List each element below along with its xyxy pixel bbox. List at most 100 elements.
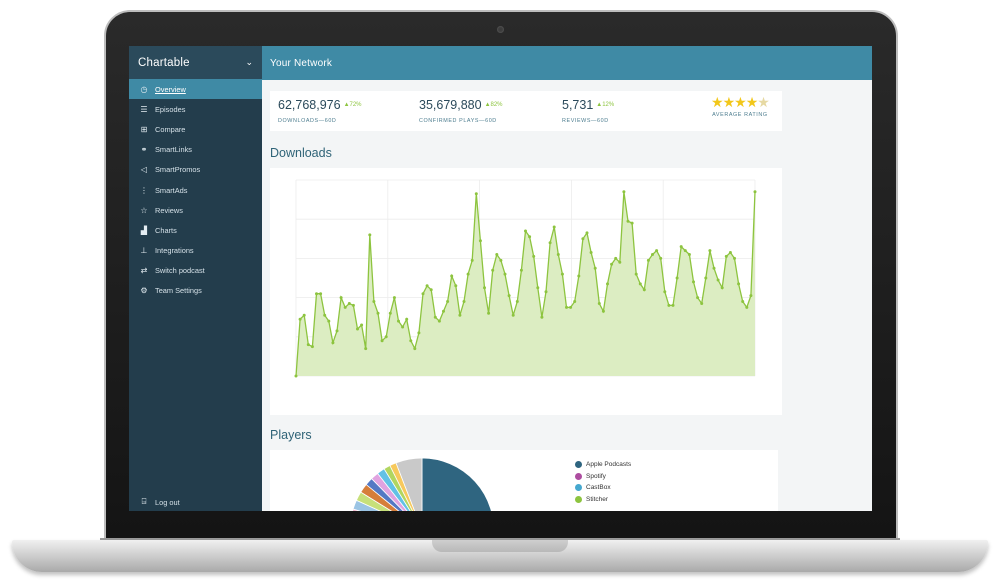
data-point bbox=[409, 339, 413, 343]
data-point bbox=[610, 262, 614, 266]
data-point bbox=[606, 282, 609, 286]
sidebar-item-compare[interactable]: ⊞ Compare bbox=[129, 119, 262, 139]
data-point bbox=[552, 225, 556, 229]
data-point bbox=[421, 292, 425, 296]
switch-icon: ⇄ bbox=[140, 266, 148, 276]
data-point bbox=[565, 305, 568, 309]
data-point bbox=[417, 331, 421, 335]
star-icon: ★ bbox=[711, 94, 724, 110]
legend-label: Spotify bbox=[586, 472, 606, 480]
data-point bbox=[298, 317, 302, 321]
data-point bbox=[495, 253, 499, 256]
data-point bbox=[360, 323, 364, 327]
data-point bbox=[519, 268, 523, 272]
sidebar-item-reviews[interactable]: ☆ Reviews bbox=[129, 200, 262, 220]
data-point bbox=[581, 237, 585, 241]
star-icon: ★ bbox=[745, 94, 759, 110]
link-icon: ⚭ bbox=[140, 145, 148, 155]
data-point bbox=[622, 190, 626, 194]
data-point bbox=[737, 282, 741, 286]
data-point bbox=[573, 300, 577, 303]
stat-change: ▲72% bbox=[343, 102, 362, 108]
sidebar-item-integrations[interactable]: ⊥ Integrations bbox=[129, 241, 262, 261]
main-content: Your Network 62,768,976 ▲72% DOWNLOADS—60… bbox=[262, 46, 872, 511]
sidebar-item-label: Compare bbox=[155, 124, 186, 134]
data-point bbox=[470, 258, 474, 262]
data-point bbox=[462, 300, 466, 303]
data-point bbox=[724, 254, 728, 258]
data-point bbox=[429, 288, 433, 292]
list-icon: ☰ bbox=[140, 104, 148, 114]
data-point bbox=[683, 249, 687, 253]
sidebar-item-episodes[interactable]: ☰ Episodes bbox=[129, 99, 262, 119]
sidebar-item-team-settings[interactable]: ⚙ Team Settings bbox=[129, 281, 262, 301]
rating-stars: ★★★★★ bbox=[711, 94, 770, 111]
stat-value: 5,731 bbox=[562, 98, 594, 112]
sidebar-item-smartads[interactable]: ⋮ SmartAds bbox=[129, 180, 262, 200]
sidebar-item-charts[interactable]: ▟ Charts bbox=[129, 220, 262, 240]
logout-icon: ⍈ bbox=[141, 497, 147, 507]
logout-button[interactable]: ⍈ Log out bbox=[129, 492, 180, 511]
sidebar-item-overview[interactable]: ◷ Overview bbox=[129, 79, 262, 100]
data-point bbox=[638, 282, 642, 286]
sidebar-item-smartpromos[interactable]: ◁ SmartPromos bbox=[129, 160, 262, 180]
data-point bbox=[601, 309, 605, 313]
data-point bbox=[540, 315, 544, 319]
data-point bbox=[401, 325, 405, 329]
sidebar-item-label: Team Settings bbox=[155, 286, 202, 296]
webcam bbox=[497, 26, 504, 33]
data-point bbox=[413, 347, 417, 351]
data-point bbox=[560, 272, 564, 276]
players-pie-chart bbox=[352, 457, 492, 511]
data-point bbox=[614, 256, 618, 260]
data-point bbox=[544, 290, 548, 294]
data-point bbox=[368, 233, 372, 237]
brand-switcher[interactable]: Chartable ⌄ bbox=[129, 46, 262, 79]
pie-slice bbox=[395, 457, 423, 511]
data-point bbox=[356, 327, 359, 331]
data-point bbox=[528, 235, 532, 239]
sidebar-item-label: SmartAds bbox=[155, 185, 188, 195]
data-point bbox=[503, 272, 507, 276]
data-point bbox=[323, 313, 327, 317]
data-point bbox=[687, 253, 691, 256]
legend-dot bbox=[575, 461, 582, 469]
stat-change: ▲82% bbox=[484, 102, 503, 108]
downloads-points bbox=[294, 190, 757, 378]
data-point bbox=[741, 300, 745, 303]
data-point bbox=[478, 239, 482, 243]
sidebar-item-label: Episodes bbox=[155, 104, 186, 114]
data-point bbox=[753, 190, 757, 194]
legend-item: CastBox bbox=[575, 482, 631, 494]
stat-change: ▲12% bbox=[596, 102, 615, 108]
chevron-down-icon[interactable]: ⌄ bbox=[245, 57, 253, 67]
data-point bbox=[720, 286, 724, 290]
data-point bbox=[626, 219, 630, 223]
downloads-chart bbox=[294, 179, 757, 378]
data-point bbox=[655, 249, 659, 253]
ads-icon: ⋮ bbox=[140, 185, 148, 195]
stat-value: 35,679,880 bbox=[419, 98, 482, 112]
sidebar-item-label: Integrations bbox=[155, 246, 194, 256]
players-title: Players bbox=[270, 428, 312, 442]
data-point bbox=[388, 311, 392, 315]
stat-rating: ★★★★★ AVERAGE RATING bbox=[711, 94, 770, 118]
data-point bbox=[696, 296, 700, 300]
data-point bbox=[364, 347, 368, 351]
sidebar-item-switch-podcast[interactable]: ⇄ Switch podcast bbox=[129, 261, 262, 281]
data-point bbox=[392, 296, 396, 300]
data-point bbox=[716, 278, 720, 282]
legend-label: CastBox bbox=[586, 484, 611, 492]
data-point bbox=[659, 256, 663, 260]
data-point bbox=[630, 221, 634, 225]
integrations-icon: ⊥ bbox=[140, 246, 148, 256]
data-point bbox=[437, 319, 441, 323]
data-point bbox=[679, 245, 683, 249]
data-point bbox=[712, 266, 716, 270]
data-point bbox=[458, 313, 462, 317]
data-point bbox=[347, 302, 351, 305]
sidebar-item-smartlinks[interactable]: ⚭ SmartLinks bbox=[129, 140, 262, 160]
sidebar-item-label: Overview bbox=[155, 84, 186, 94]
clock-icon: ◷ bbox=[140, 84, 148, 94]
data-point bbox=[466, 272, 470, 276]
